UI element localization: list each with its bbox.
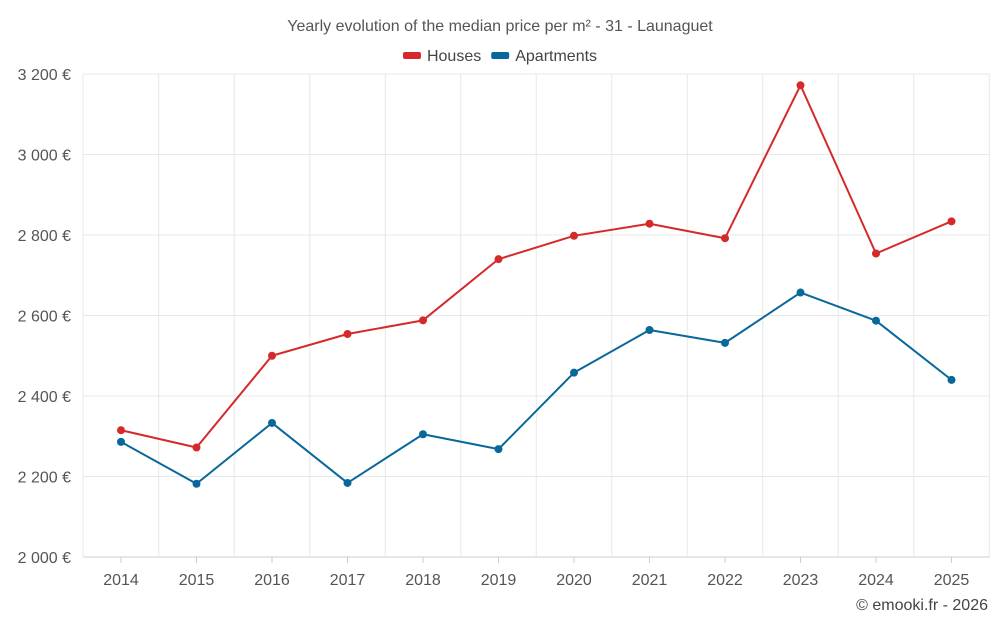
y-tick-label: 3 000 € <box>18 148 71 165</box>
data-point-apartments[interactable] <box>419 430 427 439</box>
data-point-apartments[interactable] <box>645 325 654 334</box>
series-houses <box>117 81 956 452</box>
x-axis: 2014 2015 2016 2017 2018 2019 2020 2021 2022 2023… <box>103 557 969 589</box>
chart-title: Yearly evolution of the median price per… <box>287 18 713 35</box>
x-tick-label: 2023 <box>783 572 819 589</box>
series-line-houses <box>120 84 952 449</box>
data-point-houses[interactable] <box>645 219 654 228</box>
data-point-apartments[interactable] <box>268 418 276 427</box>
y-tick-label: 3 200 € <box>18 67 71 84</box>
legend: Houses Apartments <box>402 48 597 65</box>
x-tick-label: 2014 <box>103 572 139 589</box>
data-point-apartments[interactable] <box>494 445 503 454</box>
data-point-houses[interactable] <box>192 443 201 452</box>
x-tick-label: 2020 <box>556 572 592 589</box>
x-tick-label: 2016 <box>254 572 290 589</box>
legend-label: Houses <box>427 48 481 65</box>
data-point-houses[interactable] <box>419 316 427 325</box>
series-apartments <box>117 288 956 488</box>
data-point-houses[interactable] <box>872 249 880 258</box>
x-tick-label: 2025 <box>934 572 970 589</box>
grid <box>82 73 990 558</box>
data-point-houses[interactable] <box>343 330 352 339</box>
data-point-houses[interactable] <box>268 351 276 360</box>
data-point-houses[interactable] <box>796 81 805 90</box>
y-tick-label: 2 800 € <box>18 228 71 245</box>
data-point-apartments[interactable] <box>343 478 352 487</box>
data-point-apartments[interactable] <box>570 368 578 377</box>
y-tick-label: 2 200 € <box>18 470 71 487</box>
legend-item-apartments[interactable]: Apartments <box>491 48 597 65</box>
legend-label: Apartments <box>515 48 597 65</box>
x-tick-label: 2019 <box>481 572 517 589</box>
data-point-apartments[interactable] <box>947 375 956 384</box>
x-tick-label: 2015 <box>179 572 215 589</box>
x-tick-label: 2024 <box>858 572 894 589</box>
x-tick-label: 2017 <box>330 572 366 589</box>
data-point-apartments[interactable] <box>872 316 880 325</box>
legend-swatch <box>402 52 421 59</box>
data-point-apartments[interactable] <box>192 479 201 488</box>
y-tick-label: 2 000 € <box>18 550 71 567</box>
credit-text: © emooki.fr - 2026 <box>856 597 988 614</box>
y-tick-label: 2 600 € <box>18 309 71 326</box>
x-tick-label: 2021 <box>632 572 668 589</box>
data-point-houses[interactable] <box>721 234 729 243</box>
data-point-apartments[interactable] <box>721 338 729 347</box>
legend-item-houses[interactable]: Houses <box>402 48 481 65</box>
y-tick-label: 2 400 € <box>18 389 71 406</box>
legend-swatch <box>491 52 510 59</box>
series-layer <box>117 81 956 488</box>
x-tick-label: 2022 <box>707 572 743 589</box>
data-point-houses[interactable] <box>570 231 578 240</box>
y-axis: 2 000 € 2 200 € 2 400 € 2 600 € 2 800 € 3 000… <box>18 67 71 567</box>
series-line-apartments <box>120 291 953 485</box>
data-point-houses[interactable] <box>947 217 956 226</box>
x-tick-label: 2018 <box>405 572 441 589</box>
data-point-houses[interactable] <box>117 426 125 435</box>
data-point-houses[interactable] <box>494 255 503 264</box>
data-point-apartments[interactable] <box>796 288 805 297</box>
data-point-apartments[interactable] <box>117 437 125 446</box>
